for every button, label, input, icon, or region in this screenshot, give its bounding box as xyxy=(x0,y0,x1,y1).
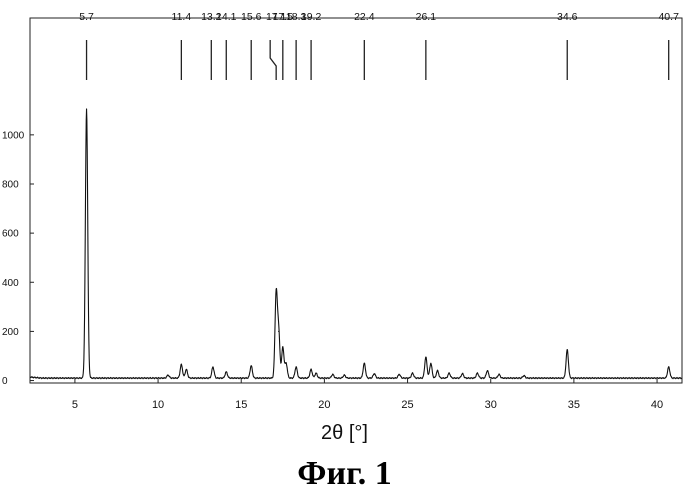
peak-marker-label: 14.1 xyxy=(216,11,237,23)
peak-point xyxy=(449,373,450,374)
y-tick-label: 400 xyxy=(2,278,19,289)
peak-point xyxy=(186,369,187,370)
peak-point xyxy=(462,373,463,374)
peak-point xyxy=(477,373,478,374)
x-tick-label: 40 xyxy=(651,399,663,411)
peak-point xyxy=(364,363,365,364)
peak-point xyxy=(344,375,345,376)
x-tick-label: 35 xyxy=(568,399,580,411)
peak-marker-label: 22.4 xyxy=(354,11,375,23)
peak-marker-label: 15.6 xyxy=(241,11,262,23)
peak-point xyxy=(498,374,499,375)
y-tick-label: 1000 xyxy=(2,130,25,141)
plot-frame xyxy=(30,18,682,383)
x-tick-label: 15 xyxy=(235,399,247,411)
y-tick-label: 200 xyxy=(2,327,19,338)
x-tick-label: 20 xyxy=(318,399,330,411)
x-axis-label: 2θ [°] xyxy=(0,422,689,445)
peak-marker-label: 11.4 xyxy=(172,11,192,23)
peak-point xyxy=(412,373,413,374)
peak-point xyxy=(278,331,279,332)
peak-point xyxy=(167,375,168,376)
peak-point xyxy=(251,365,252,366)
diffraction-series-line xyxy=(30,109,682,379)
xrd-chart: 5.711.413.214.115.617.117.518.319.222.42… xyxy=(0,0,689,420)
peak-point xyxy=(282,347,283,348)
peak-point xyxy=(226,371,227,372)
y-tick-label: 800 xyxy=(2,179,19,190)
peak-point xyxy=(523,375,524,376)
x-tick-label: 5 xyxy=(72,399,78,411)
peak-point xyxy=(332,374,333,375)
peak-marker-label: 5.7 xyxy=(79,11,94,23)
peak-point xyxy=(296,366,297,367)
x-tick-label: 25 xyxy=(401,399,413,411)
peak-marker-line xyxy=(270,40,276,80)
peak-marker-label: 19.2 xyxy=(301,11,322,23)
peak-marker-label: 26.1 xyxy=(416,11,437,23)
peak-point xyxy=(212,366,213,367)
peak-point xyxy=(399,374,400,375)
peak-point xyxy=(310,369,311,370)
x-tick-label: 30 xyxy=(485,399,497,411)
peak-point xyxy=(86,108,87,109)
peak-marker-label: 34.6 xyxy=(557,11,578,23)
peak-point xyxy=(181,364,182,365)
peak-point xyxy=(286,363,287,364)
y-tick-label: 0 xyxy=(2,376,8,387)
x-tick-label: 10 xyxy=(152,399,164,411)
figure-caption: Фиг. 1 xyxy=(0,455,689,493)
peak-point xyxy=(315,373,316,374)
peak-marker-label: 40.7 xyxy=(658,11,679,23)
peak-point xyxy=(668,366,669,367)
peak-point xyxy=(374,373,375,374)
peak-point xyxy=(487,370,488,371)
peak-point xyxy=(430,363,431,364)
peak-point xyxy=(425,357,426,358)
peak-point xyxy=(276,293,277,294)
peak-point xyxy=(567,349,568,350)
y-tick-label: 600 xyxy=(2,229,19,240)
peak-point xyxy=(437,370,438,371)
